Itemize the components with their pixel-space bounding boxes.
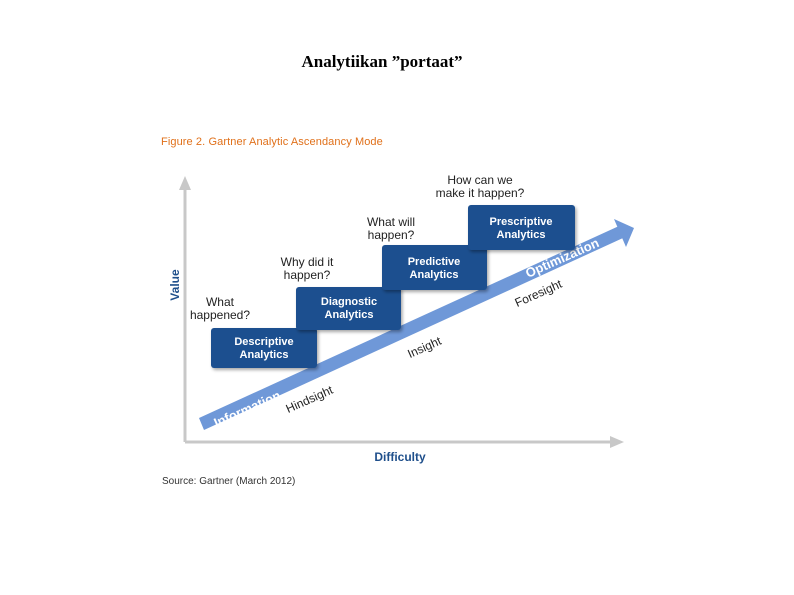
stage-prescriptive: Prescriptive Analytics How can we make i… (436, 173, 575, 250)
stage-question-diagnostic-line1: Why did it (281, 255, 334, 269)
stage-question-predictive-line1: What will (367, 215, 415, 229)
slide-title: Analytiikan ”portaat” (301, 52, 463, 71)
stage-box-diagnostic (296, 287, 401, 330)
stage-label-prescriptive-line2: Analytics (497, 229, 546, 241)
ascendancy-arrow-band (199, 226, 623, 430)
stage-label-prescriptive-line1: Prescriptive (490, 216, 553, 228)
stage-question-prescriptive-line2: make it happen? (436, 186, 525, 200)
stage-box-predictive (382, 245, 487, 290)
stage-question-diagnostic-line2: happen? (284, 268, 331, 282)
stage-label-descriptive-line1: Descriptive (234, 336, 293, 348)
figure-caption: Figure 2. Gartner Analytic Ascendancy Mo… (161, 136, 383, 148)
y-axis-label: Value (168, 269, 182, 301)
y-axis-arrowhead (179, 176, 191, 190)
stage-question-predictive-line2: happen? (368, 228, 415, 242)
stage-box-prescriptive (468, 205, 575, 250)
stage-question-descriptive-line2: happened? (190, 308, 250, 322)
stage-diagnostic: Diagnostic Analytics Why did it happen? (281, 255, 401, 330)
stage-label-diagnostic-line2: Analytics (325, 309, 374, 321)
stage-question-prescriptive-line1: How can we (447, 173, 513, 187)
stage-box-descriptive (211, 328, 317, 368)
stage-label-descriptive-line2: Analytics (240, 349, 289, 361)
stage-label-predictive-line2: Analytics (410, 269, 459, 281)
stage-question-descriptive-line1: What (206, 295, 235, 309)
figure-source: Source: Gartner (March 2012) (162, 476, 296, 487)
axes (179, 176, 624, 448)
stage-label-diagnostic-line1: Diagnostic (321, 296, 377, 308)
stage-label-predictive-line1: Predictive (408, 256, 461, 268)
sight-label-insight: Insight (405, 333, 444, 360)
ascendancy-arrow-head (614, 219, 634, 247)
x-axis-arrowhead (610, 436, 624, 448)
stage-predictive: Predictive Analytics What will happen? (367, 215, 487, 290)
ascendancy-arrow (199, 219, 634, 430)
x-axis-label: Difficulty (374, 450, 426, 464)
stage-descriptive: Descriptive Analytics What happened? (190, 295, 317, 368)
